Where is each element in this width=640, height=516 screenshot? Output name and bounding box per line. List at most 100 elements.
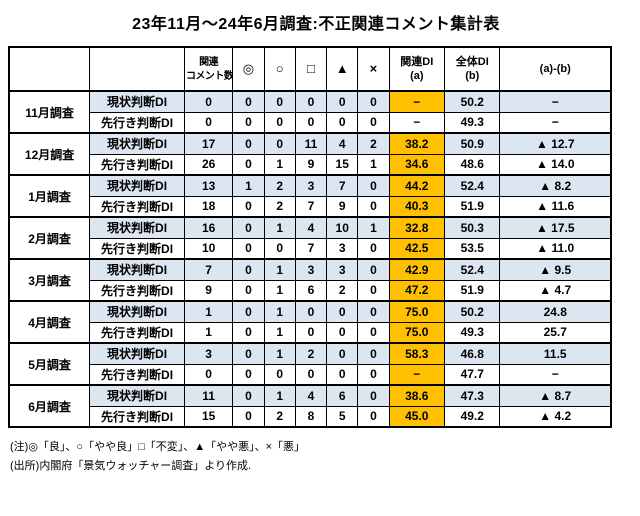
col-header-comment-count: 関連 コメント数 <box>183 46 234 92</box>
cell-judgment-type: 先行き判断DI <box>89 279 185 302</box>
cell-month: 2月調査 <box>8 216 91 260</box>
cell-overall-di: 49.3 <box>444 321 501 344</box>
header-line: (b) <box>465 70 480 82</box>
cell-count-good: 0 <box>232 300 265 323</box>
cell-comment-count: 18 <box>183 195 234 218</box>
col-header-mark-fair-icon: ○ <box>263 46 296 92</box>
footnotes: (注)◎「良」、○「やや良」□「不変」、▲「やや悪」、×「悪」 (出所)内閣府「… <box>8 428 624 475</box>
cell-di-diff: − <box>499 90 612 113</box>
cell-count-flat: 3 <box>294 174 328 197</box>
cell-count-poor: 0 <box>326 342 359 365</box>
header-line: コメント数 <box>185 71 233 82</box>
header-line: 関連 <box>199 56 219 68</box>
cell-count-good: 0 <box>232 132 265 155</box>
cell-judgment-type: 先行き判断DI <box>89 237 185 260</box>
cell-comment-count: 9 <box>183 279 234 302</box>
cell-related-di: 75.0 <box>388 300 446 323</box>
cell-related-di: 40.3 <box>388 195 446 218</box>
col-header-month <box>8 46 91 92</box>
table-row: 先行き判断DI 15 0 2 8 5 0 45.0 49.2 ▲ 4.2 <box>9 405 612 428</box>
cell-count-good: 0 <box>232 195 265 218</box>
cell-judgment-type: 現状判断DI <box>89 258 185 281</box>
table-row: 3月調査 現状判断DI 7 0 1 3 3 0 42.9 52.4 ▲ 9.5 <box>8 258 612 302</box>
cell-count-bad: 1 <box>357 216 390 239</box>
cell-count-fair: 0 <box>263 111 296 134</box>
cell-count-good: 0 <box>232 90 265 113</box>
cell-count-bad: 0 <box>357 300 390 323</box>
cell-comment-count: 17 <box>183 132 234 155</box>
col-header-type <box>89 46 185 92</box>
cell-di-diff: 24.8 <box>499 300 612 323</box>
cell-related-di: 75.0 <box>388 321 446 344</box>
cell-count-bad: 0 <box>357 195 390 218</box>
cell-related-di: 38.6 <box>388 384 446 407</box>
table-row: 12月調査 現状判断DI 17 0 0 11 4 2 38.2 50.9 ▲ 1… <box>8 132 612 176</box>
footnote-legend: (注)◎「良」、○「やや良」□「不変」、▲「やや悪」、×「悪」 <box>10 441 306 453</box>
cell-count-flat: 8 <box>294 405 328 428</box>
cell-month: 11月調査 <box>8 90 91 134</box>
cell-di-diff: ▲ 12.7 <box>499 132 612 155</box>
cell-comment-count: 1 <box>183 300 234 323</box>
cell-related-di: 32.8 <box>388 216 446 239</box>
cell-count-fair: 1 <box>263 321 296 344</box>
cell-count-good: 0 <box>232 321 265 344</box>
cell-di-diff: ▲ 11.6 <box>499 195 612 218</box>
summary-table: 関連 コメント数 ◎ ○ □ ▲ × 関連DI (a) 全体DI (b) (a)-(b… <box>8 46 612 428</box>
cell-count-poor: 5 <box>326 405 359 428</box>
cell-di-diff: − <box>499 111 612 134</box>
cell-count-fair: 0 <box>263 132 296 155</box>
cell-count-bad: 0 <box>357 363 390 386</box>
cell-related-di: − <box>388 90 446 113</box>
cell-count-good: 0 <box>232 216 265 239</box>
header-line: 関連DI <box>400 55 434 68</box>
cell-count-bad: 0 <box>357 258 390 281</box>
cell-month: 4月調査 <box>8 300 91 344</box>
cell-count-bad: 0 <box>357 111 390 134</box>
table-row: 先行き判断DI 10 0 0 7 3 0 42.5 53.5 ▲ 11.0 <box>9 237 612 260</box>
cell-judgment-type: 先行き判断DI <box>89 153 185 176</box>
cell-overall-di: 52.4 <box>444 258 501 281</box>
cell-di-diff: ▲ 8.7 <box>499 384 612 407</box>
cell-count-good: 1 <box>232 174 265 197</box>
cell-related-di: 42.9 <box>388 258 446 281</box>
cell-di-diff: ▲ 4.7 <box>499 279 612 302</box>
col-header-overall-di: 全体DI (b) <box>444 46 501 92</box>
cell-judgment-type: 先行き判断DI <box>89 363 185 386</box>
cell-di-diff: 11.5 <box>499 342 612 365</box>
cell-related-di: − <box>388 363 446 386</box>
cell-count-flat: 11 <box>294 132 328 155</box>
table-row: 先行き判断DI 0 0 0 0 0 0 − 49.3 − <box>9 111 612 134</box>
cell-count-flat: 0 <box>294 90 328 113</box>
cell-count-good: 0 <box>232 111 265 134</box>
cell-count-fair: 0 <box>263 363 296 386</box>
cell-di-diff: ▲ 11.0 <box>499 237 612 260</box>
cell-di-diff: ▲ 14.0 <box>499 153 612 176</box>
cell-comment-count: 7 <box>183 258 234 281</box>
cell-count-poor: 3 <box>326 237 359 260</box>
cell-judgment-type: 現状判断DI <box>89 300 185 323</box>
page-title: 23年11月～24年6月調査:不正関連コメント集計表 <box>132 16 500 33</box>
cell-di-diff: 25.7 <box>499 321 612 344</box>
cell-di-diff: ▲ 9.5 <box>499 258 612 281</box>
cell-month: 3月調査 <box>8 258 91 302</box>
cell-month: 1月調査 <box>8 174 91 218</box>
header-line: 全体DI <box>455 55 489 68</box>
cell-count-flat: 0 <box>294 300 328 323</box>
cell-count-fair: 1 <box>263 153 296 176</box>
col-header-mark-poor-icon: ▲ <box>326 46 359 92</box>
col-header-mark-bad-icon: × <box>357 46 390 92</box>
page: 23年11月～24年6月調査:不正関連コメント集計表 関連 コメント数 ◎ ○ □… <box>8 16 624 475</box>
table-row: 先行き判断DI 26 0 1 9 15 1 34.6 48.6 ▲ 14.0 <box>9 153 612 176</box>
cell-di-diff: ▲ 17.5 <box>499 216 612 239</box>
table-row: 先行き判断DI 0 0 0 0 0 0 − 47.7 − <box>9 363 612 386</box>
cell-count-poor: 4 <box>326 132 359 155</box>
cell-count-poor: 2 <box>326 279 359 302</box>
footnote-source: (出所)内閣府「景気ウォッチャー調査」より作成. <box>10 459 252 472</box>
cell-count-fair: 1 <box>263 300 296 323</box>
cell-di-diff: − <box>499 363 612 386</box>
cell-comment-count: 16 <box>183 216 234 239</box>
cell-overall-di: 52.4 <box>444 174 501 197</box>
cell-comment-count: 11 <box>183 384 234 407</box>
cell-judgment-type: 現状判断DI <box>89 174 185 197</box>
cell-overall-di: 48.6 <box>444 153 501 176</box>
